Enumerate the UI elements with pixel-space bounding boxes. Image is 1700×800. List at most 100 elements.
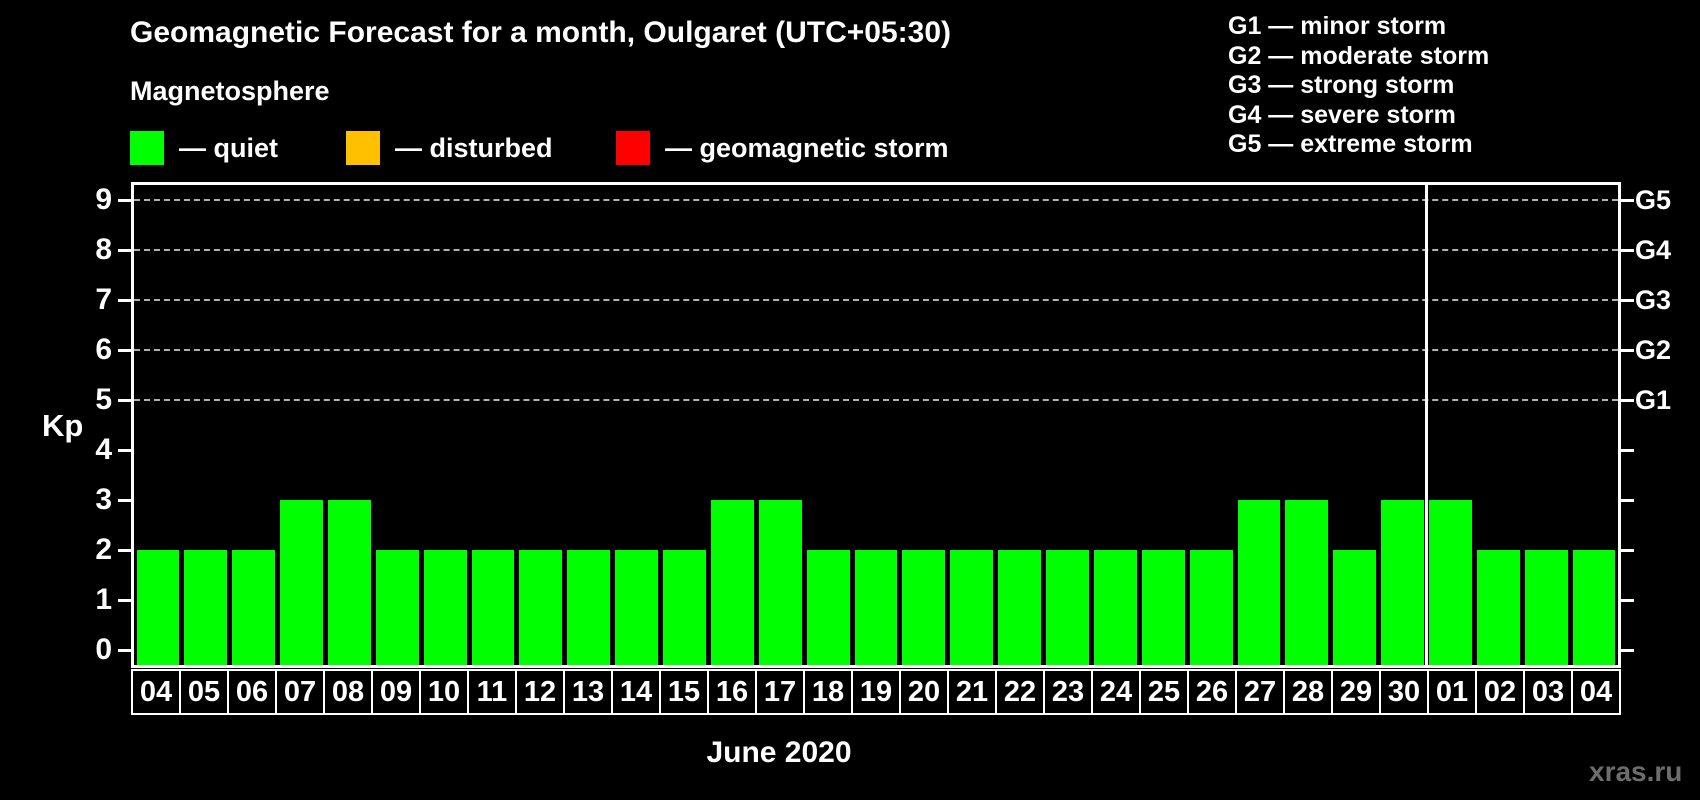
y-axis-tick-right xyxy=(1621,298,1634,302)
disturbed-color-swatch xyxy=(346,131,380,165)
kp-bar-day-10 xyxy=(423,550,467,665)
x-axis-day-label: 19 xyxy=(851,671,899,713)
x-axis-day-label: 03 xyxy=(1523,671,1571,713)
x-axis-day-label: 14 xyxy=(611,671,659,713)
y-axis-tick-right xyxy=(1621,198,1634,202)
kp-bar-day-24 xyxy=(1093,550,1137,665)
kp-bar-day-21 xyxy=(950,550,994,665)
kp-bar-day-28 xyxy=(1285,500,1329,665)
kp-bar-day-05 xyxy=(184,550,228,665)
y-axis-tick-right xyxy=(1621,448,1634,452)
y-axis-tick-left xyxy=(118,598,131,602)
grid-line-kp8 xyxy=(134,249,1618,251)
kp-bar-day-17 xyxy=(758,500,802,665)
x-axis-day-label: 30 xyxy=(1379,671,1427,713)
x-axis-label-row: 04 05 06 07 08 09 10 11 12 13 14 15 16 17 18 19 20 21 22 23… xyxy=(131,669,1621,715)
y-axis-tick-right xyxy=(1621,398,1634,402)
kp-bar-day-03 xyxy=(1524,550,1568,665)
y-axis-label-8: 8 xyxy=(95,233,112,266)
kp-bar-day-02 xyxy=(1476,550,1520,665)
x-axis-day-label: 08 xyxy=(323,671,371,713)
kp-bar-day-13 xyxy=(567,550,611,665)
y-axis-label-1: 1 xyxy=(95,583,112,616)
x-axis-day-label: 21 xyxy=(947,671,995,713)
kp-bar-day-15 xyxy=(663,550,706,665)
kp-bar-day-06 xyxy=(232,550,276,665)
g-axis-label-G4: G4 xyxy=(1635,235,1672,265)
y-axis-tick-right xyxy=(1621,548,1634,552)
kp-bar-day-07 xyxy=(280,500,323,665)
g-scale-line: G5 — extreme storm xyxy=(1228,130,1473,159)
page-title: Geomagnetic Forecast for a month, Oulgar… xyxy=(130,16,952,49)
kp-bar-day-26 xyxy=(1189,550,1233,665)
x-axis-day-label: 04 xyxy=(1571,671,1619,713)
y-axis-tick-left xyxy=(118,348,131,352)
g-axis-label-G3: G3 xyxy=(1635,285,1672,315)
y-axis-tick-left xyxy=(118,298,131,302)
x-axis-day-label: 10 xyxy=(419,671,467,713)
y-axis-label-0: 0 xyxy=(95,633,112,666)
g-axis-label-G5: G5 xyxy=(1635,185,1672,215)
legend-label: — quiet xyxy=(179,132,278,163)
grid-line-kp6 xyxy=(134,349,1618,351)
kp-bar-day-08 xyxy=(327,500,371,665)
kp-bar-day-22 xyxy=(998,550,1042,665)
x-axis-day-label: 15 xyxy=(659,671,707,713)
grid-line-kp7 xyxy=(134,299,1618,301)
month-separator-line xyxy=(1425,185,1429,665)
kp-bar-day-04 xyxy=(1572,550,1616,665)
x-axis-day-label: 11 xyxy=(467,671,515,713)
legend-item-storm: — geomagnetic storm xyxy=(616,130,949,166)
kp-bar-day-23 xyxy=(1046,550,1089,665)
kp-bar-day-01 xyxy=(1429,500,1472,665)
x-axis-day-label: 04 xyxy=(139,675,173,708)
g-scale-line: G1 — minor storm xyxy=(1228,12,1447,40)
kp-bar-day-29 xyxy=(1333,550,1377,665)
y-axis-tick-right xyxy=(1621,648,1634,652)
kp-bar-day-19 xyxy=(854,550,898,665)
x-axis-day-label: 12 xyxy=(515,671,563,713)
x-axis-day-label: 20 xyxy=(899,671,947,713)
storm-color-swatch xyxy=(616,131,650,165)
kp-bar-day-30 xyxy=(1381,500,1424,665)
y-axis-label-4: 4 xyxy=(95,433,112,466)
legend-item-disturbed: — disturbed xyxy=(346,130,553,166)
x-axis-day-label: 18 xyxy=(803,671,851,713)
y-axis-tick-left xyxy=(118,548,131,552)
y-axis-tick-right xyxy=(1621,498,1634,502)
x-axis-day-label: 27 xyxy=(1235,671,1283,713)
x-axis-day-label: 22 xyxy=(995,671,1043,713)
x-axis-day-label: 24 xyxy=(1091,671,1139,713)
x-axis-day-label: 09 xyxy=(371,671,419,713)
y-axis-label-3: 3 xyxy=(95,483,112,516)
x-axis-day-label: 28 xyxy=(1283,671,1331,713)
g-scale-legend: G1 — minor storm G2 — moderate storm G3 … xyxy=(1228,12,1489,160)
grid-line-kp9 xyxy=(134,199,1618,201)
x-axis-day-label: 05 xyxy=(179,671,227,713)
kp-bar-day-16 xyxy=(710,500,754,665)
kp-bar-day-20 xyxy=(902,550,946,665)
x-axis-day-label: 25 xyxy=(1139,671,1187,713)
y-axis-label-9: 9 xyxy=(95,183,112,216)
y-axis-tick-right xyxy=(1621,248,1634,252)
g-axis-label-G2: G2 xyxy=(1635,335,1672,365)
kp-bar-day-11 xyxy=(471,550,515,665)
kp-bar-day-25 xyxy=(1141,550,1185,665)
kp-bar-day-09 xyxy=(375,550,419,665)
y-axis-tick-left xyxy=(118,648,131,652)
plot-area: 0 1 2 3 4 5 6 7 8 9 G1 G2 G3 G4 G5 xyxy=(95,182,1671,668)
y-axis-label-2: 2 xyxy=(95,533,112,566)
watermark: xras.ru xyxy=(1589,756,1683,787)
x-axis-day-label: 23 xyxy=(1043,671,1091,713)
y-axis-tick-right xyxy=(1621,348,1634,352)
quiet-color-swatch xyxy=(130,131,164,165)
x-axis-day-label: 02 xyxy=(1475,671,1523,713)
legend-label: — geomagnetic storm xyxy=(665,132,949,163)
g-scale-line: G4 — severe storm xyxy=(1228,100,1456,129)
y-axis-tick-left xyxy=(118,248,131,252)
x-axis-day-label: 16 xyxy=(707,671,755,713)
y-axis-tick-left xyxy=(118,198,131,202)
y-axis-label-7: 7 xyxy=(95,283,112,316)
y-axis-label-6: 6 xyxy=(95,333,112,366)
